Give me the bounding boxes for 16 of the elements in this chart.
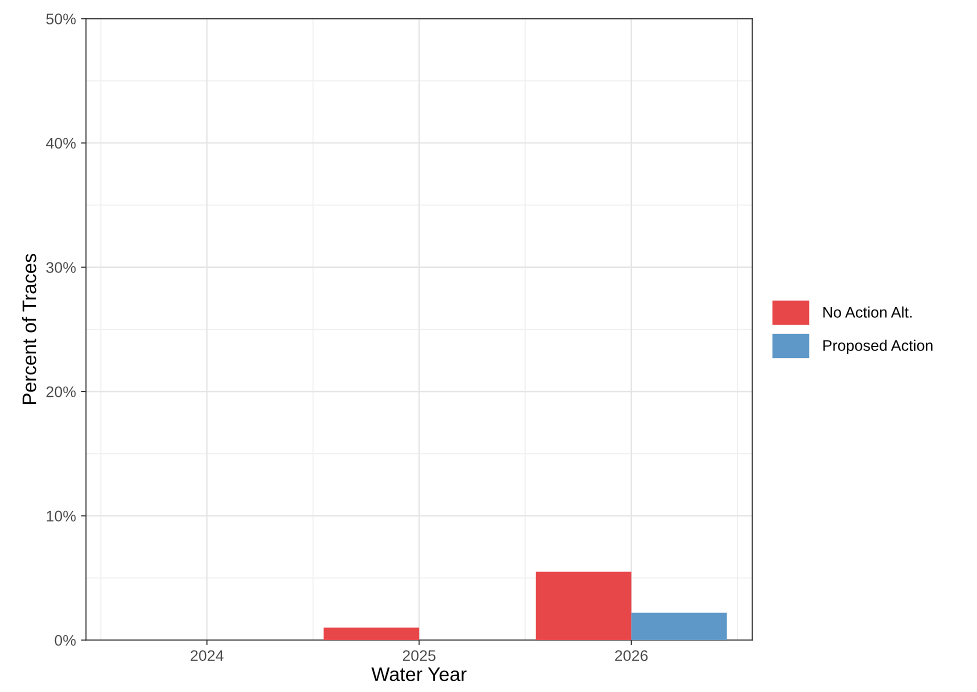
y-tick-label: 0% — [54, 634, 76, 646]
x-tick-label: 2025 — [402, 650, 436, 662]
y-tick-label: 50% — [46, 14, 76, 24]
y-tick-label: 10% — [46, 510, 76, 522]
y-tick-label: 40% — [46, 138, 76, 149]
x-axis-title: Water Year — [371, 668, 467, 682]
bar — [324, 628, 420, 640]
x-tick-label: 2024 — [190, 650, 224, 662]
bar — [631, 612, 727, 640]
y-axis-title: Percent of Traces — [22, 254, 36, 404]
bar — [536, 572, 632, 640]
x-tick-label: 2026 — [615, 650, 648, 662]
y-tick-label: 20% — [46, 386, 76, 398]
y-tick-label: 30% — [46, 262, 76, 273]
legend-label: No Action Alt. — [823, 306, 912, 318]
legend-label: Proposed Action — [823, 340, 932, 354]
